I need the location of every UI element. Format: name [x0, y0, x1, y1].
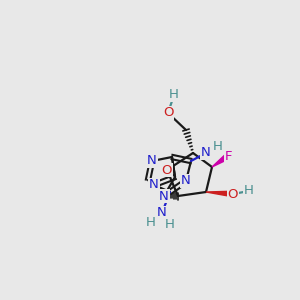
Text: N: N: [159, 190, 169, 202]
Text: N: N: [157, 206, 167, 220]
Text: F: F: [224, 149, 232, 163]
Text: H: H: [146, 215, 156, 229]
Text: N: N: [147, 154, 157, 167]
Text: N: N: [201, 146, 211, 160]
Text: N: N: [181, 175, 191, 188]
Polygon shape: [206, 191, 233, 197]
Text: N: N: [149, 178, 159, 191]
Polygon shape: [212, 154, 230, 167]
Text: O: O: [163, 106, 173, 119]
Text: H: H: [165, 218, 175, 230]
Text: H: H: [244, 184, 254, 197]
Text: H: H: [169, 88, 179, 101]
Text: O: O: [228, 188, 238, 200]
Text: O: O: [162, 164, 172, 176]
Text: H: H: [213, 140, 223, 154]
